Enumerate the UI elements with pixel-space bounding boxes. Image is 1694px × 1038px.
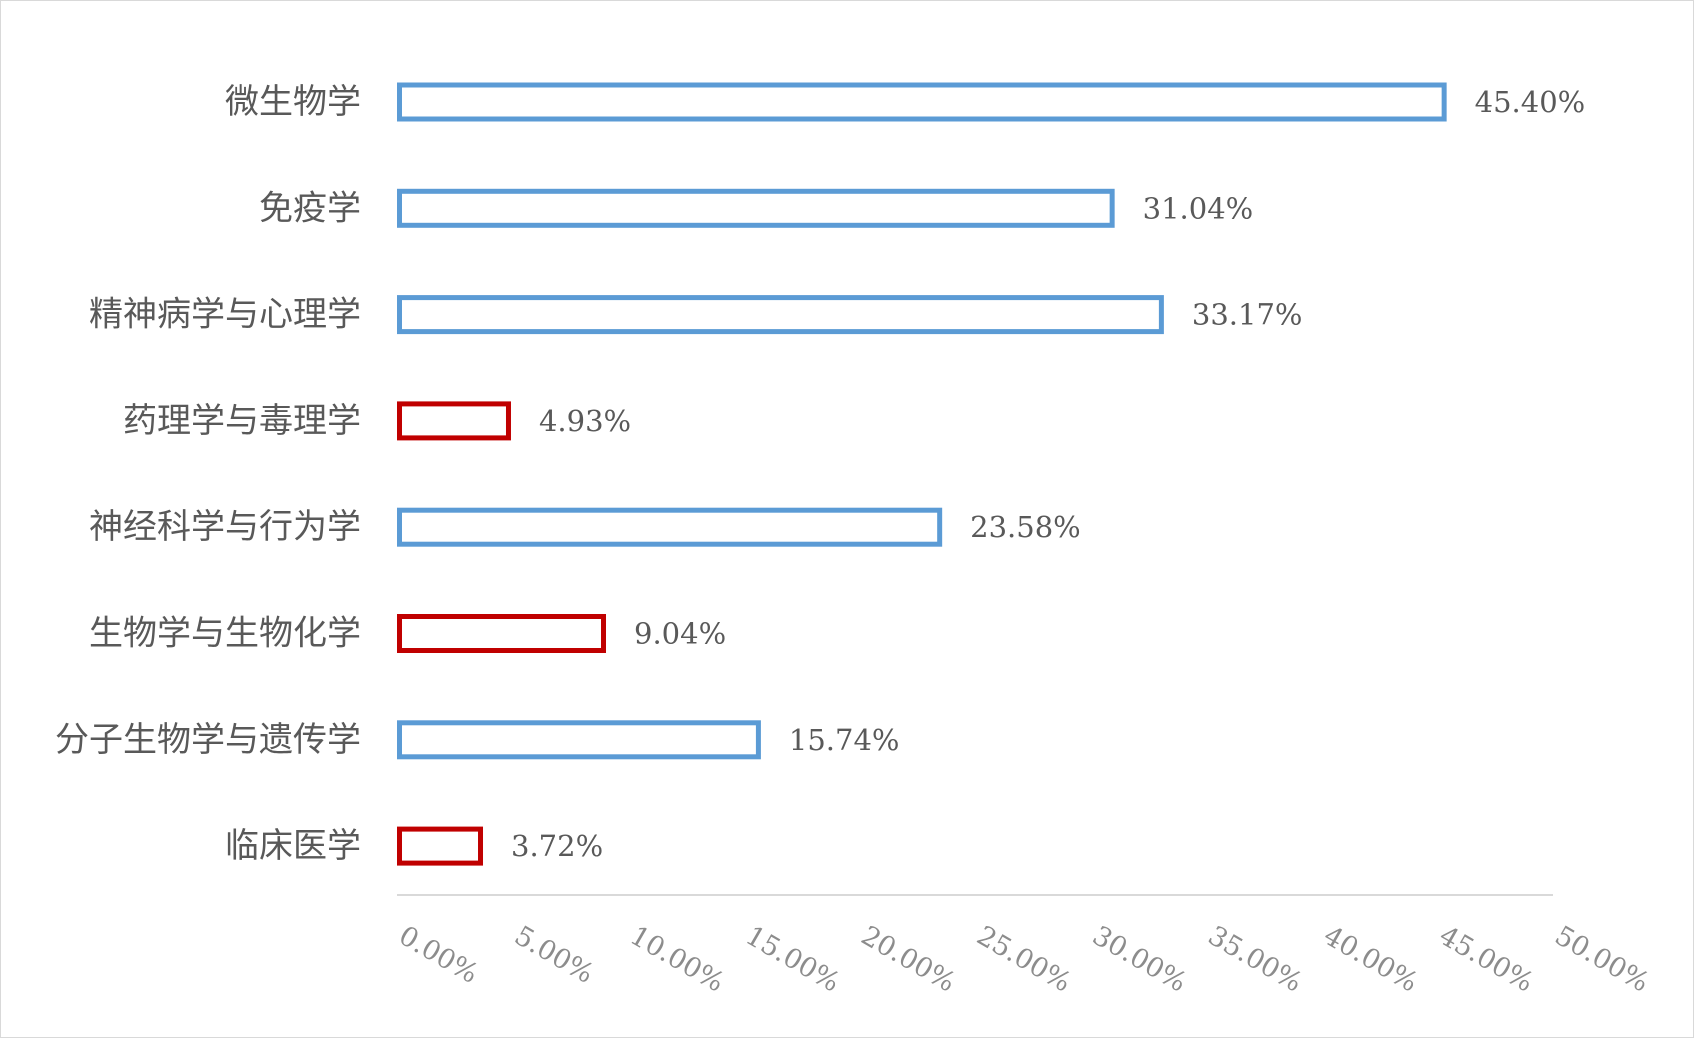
data-label-1: 31.04%	[1143, 191, 1254, 225]
category-label-3: 药理学与毒理学	[123, 401, 361, 441]
category-label-6: 分子生物学与遗传学	[55, 720, 361, 760]
category-labels-layer: 微生物学免疫学精神病学与心理学药理学与毒理学神经科学与行为学生物学与生物化学分子…	[55, 82, 361, 866]
value-labels-layer: 45.40% 31.04% 33.17% 4.93% 23.58% 9.04% 15.74%…	[511, 85, 1585, 863]
data-label-4: 23.58%	[970, 510, 1081, 544]
x-tick-label-2: 10.00%	[625, 920, 730, 998]
bar-7	[397, 826, 484, 866]
category-label-0: 微生物学	[225, 82, 361, 122]
bars-layer	[397, 82, 1447, 866]
x-tick-label-1: 5.00%	[509, 920, 599, 990]
data-label-2: 33.17%	[1192, 298, 1303, 332]
bar-4	[397, 507, 943, 547]
category-label-7: 临床医学	[225, 826, 361, 866]
x-tick-label-7: 35.00%	[1203, 920, 1308, 998]
x-tick-label-5: 25.00%	[972, 920, 1077, 998]
data-label-6: 15.74%	[789, 723, 900, 757]
x-tick-label-4: 20.00%	[856, 920, 961, 998]
data-label-5: 9.04%	[634, 617, 726, 651]
bar-0	[397, 82, 1447, 122]
data-label-7: 3.72%	[511, 829, 603, 863]
x-tick-label-8: 40.00%	[1318, 920, 1423, 998]
bar-3	[397, 401, 511, 441]
bar-5	[397, 614, 607, 653]
category-label-2: 精神病学与心理学	[89, 295, 361, 335]
data-label-0: 45.40%	[1475, 85, 1586, 119]
category-label-5: 生物学与生物化学	[89, 614, 361, 654]
x-tick-label-9: 45.00%	[1434, 920, 1539, 998]
bar-2	[397, 295, 1164, 335]
x-tick-label-6: 30.00%	[1087, 920, 1192, 998]
bar-1	[397, 188, 1115, 228]
x-tick-label-10: 50.00%	[1550, 920, 1655, 998]
x-tick-labels-layer: 0.00% 5.00% 10.00% 15.00% 20.00% 25.00% 30.00%…	[394, 920, 1655, 998]
data-label-3: 4.93%	[539, 404, 631, 438]
category-label-1: 免疫学	[259, 188, 361, 228]
x-tick-label-3: 15.00%	[740, 920, 845, 998]
x-tick-label-0: 0.00%	[394, 920, 484, 990]
category-label-4: 神经科学与行为学	[89, 507, 361, 547]
bar-6	[397, 720, 761, 760]
